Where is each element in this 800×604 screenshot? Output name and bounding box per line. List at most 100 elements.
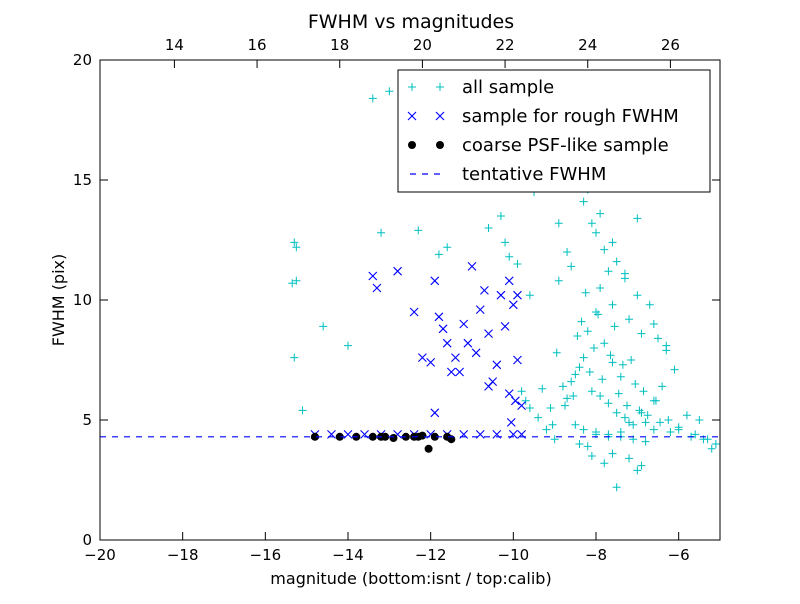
legend-item-0: all sample bbox=[408, 77, 554, 98]
data-point bbox=[587, 387, 596, 396]
data-point bbox=[656, 418, 665, 427]
data-point bbox=[430, 408, 440, 418]
data-point bbox=[426, 358, 436, 367]
data-point bbox=[389, 434, 398, 442]
data-point bbox=[649, 320, 658, 328]
data-point bbox=[633, 291, 642, 300]
data-point bbox=[471, 348, 481, 358]
legend-marker bbox=[435, 111, 445, 121]
data-point bbox=[492, 360, 502, 370]
data-point bbox=[583, 327, 592, 336]
data-point bbox=[525, 291, 534, 300]
data-point bbox=[620, 269, 629, 278]
data-point bbox=[424, 444, 433, 453]
x-tick-label: −10 bbox=[498, 546, 530, 564]
data-point bbox=[517, 401, 526, 410]
x-tick-label: −18 bbox=[167, 546, 199, 564]
legend-marker bbox=[407, 111, 417, 121]
data-point bbox=[463, 338, 473, 348]
data-point bbox=[438, 324, 448, 334]
data-point bbox=[610, 322, 619, 331]
data-point bbox=[500, 322, 510, 331]
data-point bbox=[682, 411, 691, 420]
y-axis-label: FWHM (pix) bbox=[49, 254, 68, 347]
y-tick-label: 15 bbox=[73, 171, 92, 189]
data-point bbox=[451, 353, 460, 362]
data-point bbox=[571, 420, 580, 429]
data-point bbox=[623, 401, 631, 410]
data-point bbox=[310, 432, 319, 441]
data-point bbox=[612, 483, 621, 492]
data-point bbox=[298, 406, 307, 415]
data-point bbox=[480, 286, 489, 295]
data-point bbox=[625, 315, 634, 324]
data-point bbox=[335, 432, 344, 441]
top-tick-label: 16 bbox=[248, 36, 267, 54]
data-point bbox=[614, 389, 623, 398]
data-point bbox=[430, 276, 440, 286]
data-point bbox=[649, 396, 658, 405]
data-point bbox=[459, 319, 469, 329]
data-point bbox=[372, 283, 382, 293]
data-point bbox=[571, 370, 580, 379]
data-point bbox=[292, 276, 301, 285]
data-point bbox=[620, 413, 629, 422]
data-point bbox=[409, 307, 419, 317]
data-point bbox=[654, 334, 662, 343]
data-point bbox=[290, 353, 299, 362]
data-point bbox=[484, 382, 493, 391]
y-tick-label: 10 bbox=[73, 291, 92, 309]
data-point bbox=[596, 284, 605, 292]
data-point bbox=[608, 238, 617, 247]
y-tick-label: 5 bbox=[82, 411, 92, 429]
x-tick-label: −6 bbox=[668, 546, 690, 564]
data-point bbox=[664, 416, 673, 424]
data-point bbox=[521, 396, 530, 405]
data-point bbox=[596, 392, 605, 400]
data-point bbox=[608, 300, 617, 309]
data-point bbox=[385, 87, 394, 96]
data-point bbox=[666, 428, 675, 436]
legend-label: tentative FWHM bbox=[462, 164, 606, 185]
legend-marker bbox=[436, 83, 444, 91]
data-point bbox=[633, 214, 642, 223]
data-point bbox=[504, 276, 514, 286]
data-point bbox=[292, 243, 301, 252]
data-point bbox=[446, 367, 456, 377]
data-point bbox=[467, 262, 477, 271]
data-point bbox=[604, 267, 613, 276]
legend-marker bbox=[408, 141, 416, 149]
x-tick-label: −14 bbox=[332, 546, 364, 564]
data-point bbox=[534, 413, 543, 422]
data-point bbox=[517, 387, 526, 396]
legend-marker bbox=[408, 83, 416, 91]
legend-box bbox=[397, 69, 711, 193]
data-point bbox=[612, 408, 621, 417]
data-point bbox=[573, 332, 582, 340]
top-tick-label: 18 bbox=[330, 36, 349, 54]
data-point bbox=[658, 382, 667, 391]
data-point bbox=[393, 266, 402, 276]
data-point bbox=[575, 440, 584, 448]
x-tick-label: −20 bbox=[84, 546, 116, 564]
data-point bbox=[414, 432, 423, 441]
data-point bbox=[414, 226, 423, 235]
data-point bbox=[637, 408, 646, 417]
data-point bbox=[587, 219, 596, 228]
data-point bbox=[604, 399, 613, 408]
top-tick-label: 14 bbox=[165, 36, 184, 54]
data-point bbox=[513, 260, 522, 268]
data-point bbox=[554, 219, 563, 228]
data-point bbox=[442, 338, 452, 348]
data-point bbox=[598, 375, 607, 384]
data-point bbox=[496, 212, 505, 220]
data-point bbox=[538, 384, 547, 393]
legend-item-3: tentative FWHM bbox=[410, 164, 606, 185]
data-point bbox=[625, 418, 634, 427]
data-point bbox=[587, 452, 596, 460]
data-point bbox=[579, 425, 588, 434]
data-point bbox=[625, 454, 634, 463]
data-point bbox=[546, 404, 555, 412]
data-point bbox=[504, 389, 514, 398]
